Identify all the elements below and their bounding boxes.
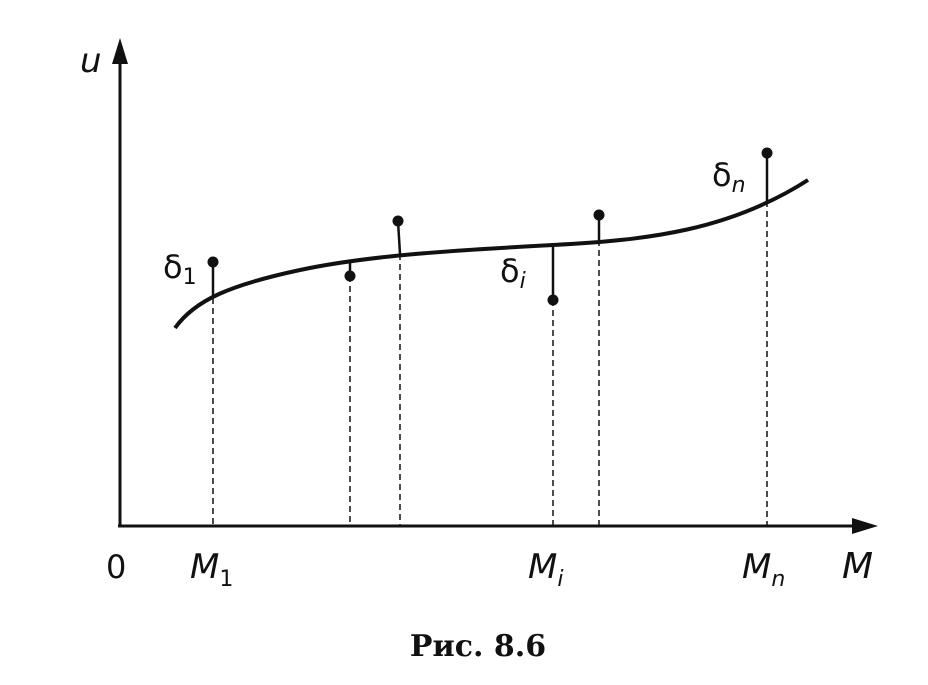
- deviation-segments: [213, 153, 767, 300]
- fitted-curve: [175, 180, 808, 328]
- x-axis-arrow-icon: [852, 518, 878, 534]
- origin-label: 0: [106, 548, 126, 586]
- y-axis-label: u: [80, 41, 102, 81]
- deviation-label-1: δ1: [163, 248, 197, 290]
- x-tick-label-mi: Mi: [528, 547, 563, 592]
- axes: [118, 58, 858, 526]
- y-axis-arrow-icon: [112, 38, 128, 64]
- deviation-label-i: δi: [500, 252, 526, 294]
- data-point: [345, 271, 356, 282]
- x-axis-label: M: [842, 546, 873, 587]
- data-points: [208, 148, 773, 306]
- data-point: [548, 295, 559, 306]
- x-tick-label-mn: Mn: [742, 547, 785, 592]
- data-point: [208, 257, 219, 268]
- figure-caption: Рис. 8.6: [410, 629, 546, 664]
- x-tick-label-m1: M1: [190, 547, 233, 592]
- deviation-label-n: δn: [712, 156, 746, 198]
- data-point: [762, 148, 773, 159]
- data-point: [393, 216, 404, 227]
- data-point: [594, 210, 605, 221]
